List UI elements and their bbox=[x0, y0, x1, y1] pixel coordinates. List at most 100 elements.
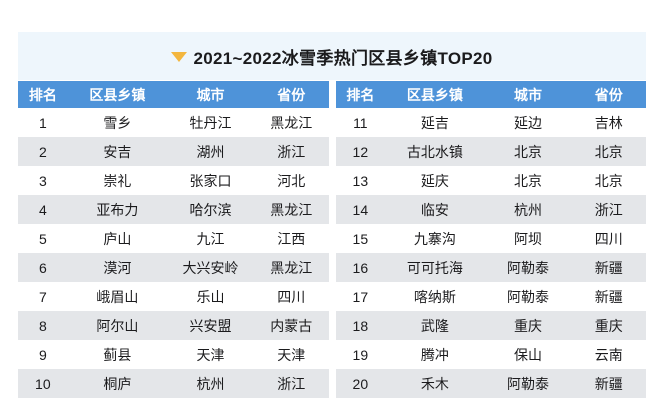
cell-district: 阿尔山 bbox=[67, 311, 168, 340]
cell-city: 阿勒泰 bbox=[484, 369, 572, 398]
table-row: 4 亚布力 哈尔滨 黑龙江 bbox=[18, 195, 329, 224]
cell-province: 新疆 bbox=[571, 282, 646, 311]
table-row: 1 雪乡 牡丹江 黑龙江 bbox=[18, 108, 329, 137]
cell-district: 庐山 bbox=[67, 224, 168, 253]
cell-district: 九寨沟 bbox=[385, 224, 485, 253]
cell-rank: 18 bbox=[335, 311, 386, 340]
cell-province: 北京 bbox=[571, 166, 646, 195]
cell-city: 兴安盟 bbox=[167, 311, 254, 340]
cell-province: 黑龙江 bbox=[253, 195, 329, 224]
cell-rank: 16 bbox=[335, 253, 386, 282]
triangle-down-icon bbox=[171, 52, 188, 62]
table-row: 9 蓟县 天津 天津 bbox=[18, 340, 329, 369]
table-row: 17 喀纳斯 阿勒泰 新疆 bbox=[335, 282, 646, 311]
table-row: 2 安吉 湖州 浙江 bbox=[18, 137, 329, 166]
cell-rank: 15 bbox=[335, 224, 386, 253]
cell-district: 雪乡 bbox=[67, 108, 168, 137]
cell-district: 崇礼 bbox=[67, 166, 168, 195]
table-row: 19 腾冲 保山 云南 bbox=[335, 340, 646, 369]
table-row: 8 阿尔山 兴安盟 内蒙古 bbox=[18, 311, 329, 340]
cell-district: 延吉 bbox=[385, 108, 485, 137]
table-row: 18 武隆 重庆 重庆 bbox=[335, 311, 646, 340]
cell-province: 四川 bbox=[253, 282, 329, 311]
column-header-province: 省份 bbox=[571, 81, 646, 108]
cell-city: 天津 bbox=[167, 340, 254, 369]
page-title: 2021~2022冰雪季热门区县乡镇TOP20 bbox=[193, 48, 493, 68]
cell-rank: 10 bbox=[18, 369, 68, 398]
cell-city: 九江 bbox=[167, 224, 254, 253]
cell-province: 江西 bbox=[253, 224, 329, 253]
table-row: 6 漠河 大兴安岭 黑龙江 bbox=[18, 253, 329, 282]
table-row: 10 桐庐 杭州 浙江 bbox=[18, 369, 329, 398]
table-row: 13 延庆 北京 北京 bbox=[335, 166, 646, 195]
title-band: 2021~2022冰雪季热门区县乡镇TOP20 bbox=[18, 32, 646, 80]
cell-district: 可可托海 bbox=[385, 253, 485, 282]
column-header-rank: 排名 bbox=[335, 81, 386, 108]
cell-city: 阿坝 bbox=[484, 224, 572, 253]
cell-district: 桐庐 bbox=[67, 369, 168, 398]
cell-rank: 17 bbox=[335, 282, 386, 311]
table-row: 7 峨眉山 乐山 四川 bbox=[18, 282, 329, 311]
cell-province: 新疆 bbox=[571, 253, 646, 282]
cell-city: 杭州 bbox=[167, 369, 254, 398]
cell-rank: 6 bbox=[18, 253, 68, 282]
cell-rank: 7 bbox=[18, 282, 68, 311]
rank-table-left: 排名 区县乡镇 城市 省份 1 雪乡 牡丹江 黑龙江 2 安吉 湖州 浙江 3 … bbox=[18, 81, 329, 398]
cell-district: 蓟县 bbox=[67, 340, 168, 369]
cell-rank: 13 bbox=[335, 166, 386, 195]
cell-district: 武隆 bbox=[385, 311, 485, 340]
cell-province: 浙江 bbox=[253, 137, 329, 166]
cell-city: 乐山 bbox=[167, 282, 254, 311]
cell-province: 黑龙江 bbox=[253, 108, 329, 137]
cell-rank: 19 bbox=[335, 340, 386, 369]
table-header-row: 排名 区县乡镇 城市 省份 bbox=[18, 81, 329, 108]
table-row: 3 崇礼 张家口 河北 bbox=[18, 166, 329, 195]
cell-city: 张家口 bbox=[167, 166, 254, 195]
cell-province: 浙江 bbox=[571, 195, 646, 224]
rank-table-right: 排名 区县乡镇 城市 省份 11 延吉 延边 吉林 12 古北水镇 北京 北京 … bbox=[335, 81, 646, 398]
tables-container: 排名 区县乡镇 城市 省份 1 雪乡 牡丹江 黑龙江 2 安吉 湖州 浙江 3 … bbox=[18, 81, 646, 398]
cell-city: 阿勒泰 bbox=[484, 253, 572, 282]
cell-province: 新疆 bbox=[571, 369, 646, 398]
cell-rank: 5 bbox=[18, 224, 68, 253]
cell-province: 黑龙江 bbox=[253, 253, 329, 282]
cell-province: 吉林 bbox=[571, 108, 646, 137]
cell-province: 河北 bbox=[253, 166, 329, 195]
column-header-city: 城市 bbox=[167, 81, 254, 108]
cell-city: 哈尔滨 bbox=[167, 195, 254, 224]
cell-province: 重庆 bbox=[571, 311, 646, 340]
cell-city: 保山 bbox=[484, 340, 572, 369]
cell-district: 腾冲 bbox=[385, 340, 485, 369]
column-header-city: 城市 bbox=[484, 81, 572, 108]
cell-city: 北京 bbox=[484, 166, 572, 195]
cell-rank: 3 bbox=[18, 166, 68, 195]
table-header-row: 排名 区县乡镇 城市 省份 bbox=[335, 81, 646, 108]
cell-province: 云南 bbox=[571, 340, 646, 369]
cell-rank: 1 bbox=[18, 108, 68, 137]
column-header-district: 区县乡镇 bbox=[67, 81, 168, 108]
cell-rank: 4 bbox=[18, 195, 68, 224]
table-row: 5 庐山 九江 江西 bbox=[18, 224, 329, 253]
cell-district: 禾木 bbox=[385, 369, 485, 398]
table-row: 20 禾木 阿勒泰 新疆 bbox=[335, 369, 646, 398]
cell-city: 阿勒泰 bbox=[484, 282, 572, 311]
cell-district: 喀纳斯 bbox=[385, 282, 485, 311]
ranking-infographic: 2021~2022冰雪季热门区县乡镇TOP20 排名 区县乡镇 城市 省份 1 … bbox=[18, 32, 646, 398]
cell-district: 亚布力 bbox=[67, 195, 168, 224]
cell-city: 北京 bbox=[484, 137, 572, 166]
table-row: 12 古北水镇 北京 北京 bbox=[335, 137, 646, 166]
table-body-left: 1 雪乡 牡丹江 黑龙江 2 安吉 湖州 浙江 3 崇礼 张家口 河北 4 亚布… bbox=[18, 108, 329, 398]
cell-city: 湖州 bbox=[167, 137, 254, 166]
table-row: 15 九寨沟 阿坝 四川 bbox=[335, 224, 646, 253]
cell-province: 天津 bbox=[253, 340, 329, 369]
cell-rank: 14 bbox=[335, 195, 386, 224]
cell-rank: 11 bbox=[335, 108, 386, 137]
cell-province: 北京 bbox=[571, 137, 646, 166]
cell-province: 四川 bbox=[571, 224, 646, 253]
cell-district: 临安 bbox=[385, 195, 485, 224]
table-row: 14 临安 杭州 浙江 bbox=[335, 195, 646, 224]
column-header-province: 省份 bbox=[253, 81, 329, 108]
cell-rank: 8 bbox=[18, 311, 68, 340]
column-header-district: 区县乡镇 bbox=[385, 81, 485, 108]
cell-rank: 20 bbox=[335, 369, 386, 398]
